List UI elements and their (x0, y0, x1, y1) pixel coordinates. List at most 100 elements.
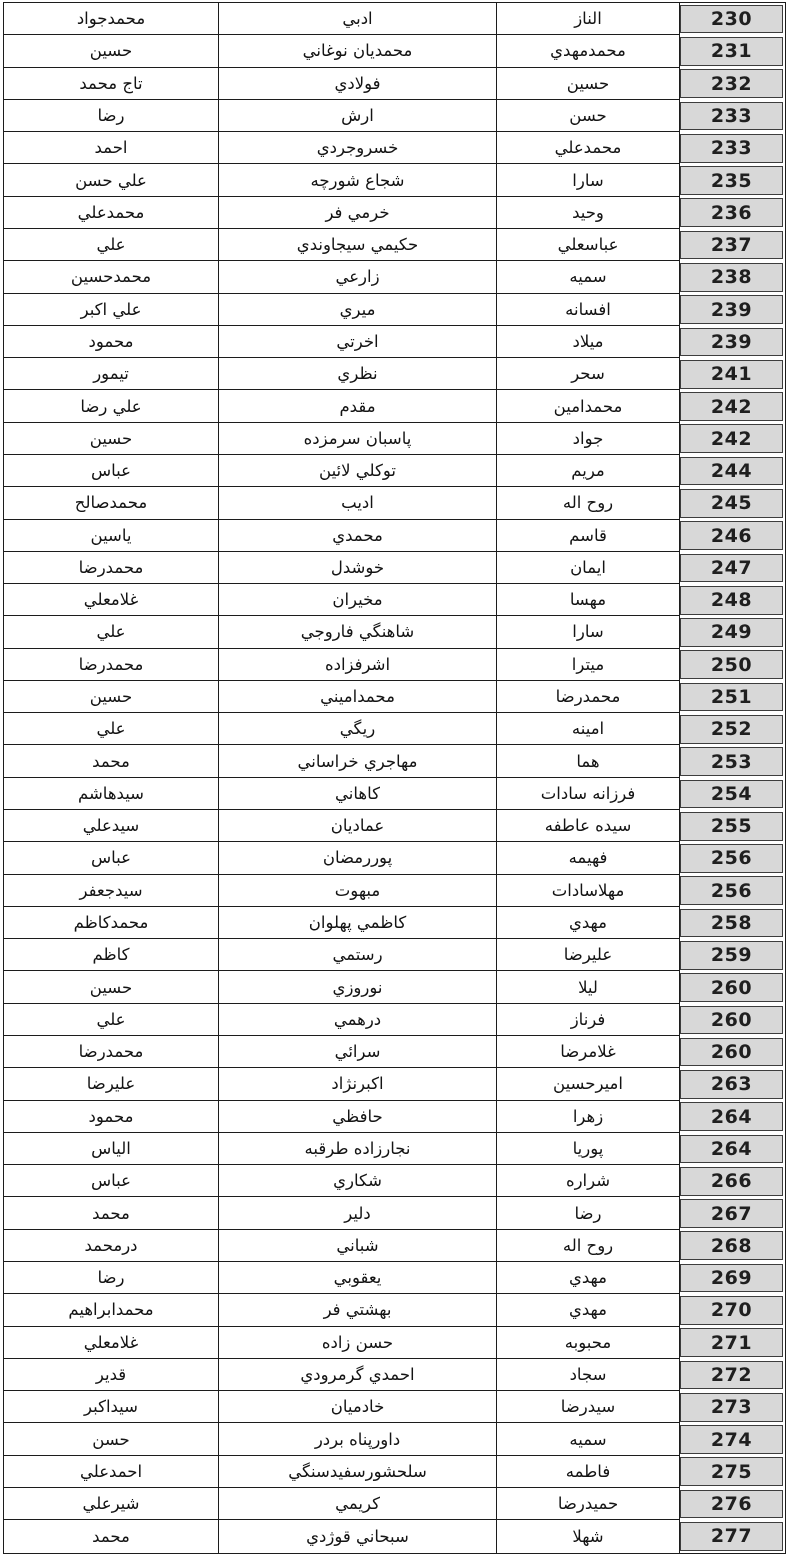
table-row: غلامعلي حسن زاده محبوبه 271 (4, 1326, 785, 1359)
cell-last-name: پوررمضان (219, 842, 497, 875)
row-number-box: 248 (680, 585, 783, 615)
table-row: علي اكبر ميري افسانه 239 (4, 293, 785, 326)
cell-first-name: سيده عاطفه (497, 810, 680, 843)
cell-father-name: محمدرضا (4, 551, 219, 585)
cell-row-number: 255 (680, 810, 783, 842)
table-row: محمد سبحاني قوژدي شهلا 277 (4, 1520, 785, 1553)
table-row: احمد خسروجردي محمدعلي 233 (4, 132, 785, 165)
cell-first-name: اميرحسين (497, 1068, 680, 1101)
cell-first-name: حميدرضا (497, 1487, 680, 1521)
row-number-box: 256 (680, 876, 783, 906)
row-number-box: 271 (680, 1328, 783, 1358)
cell-father-name: علي حسن (4, 164, 219, 197)
cell-row-number: 238 (680, 261, 783, 293)
row-number-box: 244 (680, 456, 783, 486)
row-number-box: 239 (680, 295, 783, 325)
cell-first-name: محمدرضا (497, 680, 680, 714)
table-row: محمدرضا اشرفزاده ميترا 250 (4, 648, 785, 681)
cell-father-name: حسين (4, 680, 219, 714)
cell-first-name: افسانه (497, 293, 680, 326)
cell-first-name: امينه (497, 713, 680, 746)
cell-last-name: مقدم (219, 390, 497, 423)
table-row: حسين محمديان نوغاني محمدمهدي 231 (4, 35, 785, 68)
cell-row-number: 254 (680, 778, 783, 810)
cell-row-number: 237 (680, 229, 783, 261)
cell-row-number: 251 (680, 681, 783, 713)
table-row: محمدصالح اديب روح اله 245 (4, 487, 785, 520)
cell-father-name: محمدابراهيم (4, 1294, 219, 1327)
row-number-box: 235 (680, 166, 783, 195)
cell-row-number: 268 (680, 1230, 783, 1262)
cell-last-name: ريگي (219, 713, 497, 746)
cell-row-number: 270 (680, 1294, 783, 1326)
table-row: محمدرضا سرائي غلامرضا 260 (4, 1036, 785, 1069)
cell-last-name: خرمي فر (219, 196, 497, 229)
cell-last-name: رستمي (219, 939, 497, 972)
cell-father-name: تيمور (4, 358, 219, 391)
table-row: ياسين محمدي قاسم 246 (4, 519, 785, 552)
cell-first-name: ميترا (497, 648, 680, 681)
cell-last-name: درهمي (219, 1003, 497, 1036)
row-number-box: 274 (680, 1425, 783, 1454)
cell-row-number: 260 (680, 1004, 783, 1036)
cell-row-number: 264 (680, 1101, 783, 1133)
cell-last-name: كاظمي پهلوان (219, 906, 497, 940)
cell-last-name: مهاجري خراساني (219, 745, 497, 778)
cell-last-name: ارش (219, 99, 497, 133)
table-row: علي ريگي امينه 252 (4, 713, 785, 746)
table-row: رضا ارش حسن 233 (4, 99, 785, 133)
cell-last-name: عماديان (219, 810, 497, 843)
cell-father-name: علي (4, 616, 219, 649)
cell-last-name: دلير (219, 1197, 497, 1230)
table-row: محمود اخرتي ميلاد 239 (4, 325, 785, 359)
table-row: علي حكيمي سيجاوندي عباسعلي 237 (4, 228, 785, 262)
table-row: علي شاهنگي فاروجي سارا 249 (4, 616, 785, 649)
cell-last-name: كريمي (219, 1487, 497, 1521)
row-number-box: 267 (680, 1199, 783, 1228)
cell-row-number: 235 (680, 164, 783, 196)
cell-first-name: عباسعلي (497, 228, 680, 262)
row-number-box: 233 (680, 133, 783, 163)
cell-father-name: عباس (4, 454, 219, 488)
table-row: عباس پوررمضان فهيمه 256 (4, 842, 785, 875)
cell-first-name: هما (497, 745, 680, 778)
cell-father-name: الياس (4, 1132, 219, 1166)
cell-row-number: 260 (680, 1036, 783, 1068)
row-number-box: 275 (680, 1457, 783, 1487)
cell-first-name: فهيمه (497, 842, 680, 875)
cell-row-number: 273 (680, 1391, 783, 1423)
table-row: محمدجواد ادبي الناز 230 (4, 3, 785, 36)
cell-father-name: محمدجواد (4, 3, 219, 36)
cell-father-name: حسين (4, 422, 219, 455)
table-row: علي رضا مقدم محمدامين 242 (4, 390, 785, 423)
cell-first-name: زهرا (497, 1100, 680, 1133)
cell-first-name: ميلاد (497, 325, 680, 359)
cell-first-name: سارا (497, 164, 680, 197)
cell-last-name: خوشدل (219, 551, 497, 585)
cell-row-number: 231 (680, 35, 783, 67)
row-number-box: 237 (680, 230, 783, 260)
row-number-box: 230 (680, 4, 783, 34)
cell-row-number: 233 (680, 100, 783, 132)
cell-row-number: 256 (680, 875, 783, 907)
row-number-box: 260 (680, 973, 783, 1002)
cell-last-name: محمدي (219, 519, 497, 552)
table-row: محمدكاظم كاظمي پهلوان مهدي 258 (4, 906, 785, 940)
cell-first-name: رضا (497, 1197, 680, 1230)
cell-first-name: مهدي (497, 1261, 680, 1295)
row-number-box: 236 (680, 198, 783, 228)
cell-last-name: بهشتي فر (219, 1294, 497, 1327)
cell-father-name: كاظم (4, 939, 219, 972)
cell-row-number: 272 (680, 1359, 783, 1391)
cell-last-name: محمديان نوغاني (219, 35, 497, 68)
table-row: علي درهمي فرناز 260 (4, 1003, 785, 1036)
cell-father-name: رضا (4, 1261, 219, 1295)
cell-first-name: سجاد (497, 1358, 680, 1392)
cell-first-name: وحيد (497, 196, 680, 229)
cell-last-name: نجارزاده طرقبه (219, 1132, 497, 1166)
cell-first-name: سيدرضا (497, 1391, 680, 1424)
cell-first-name: روح اله (497, 487, 680, 520)
row-number-box: 253 (680, 747, 783, 776)
cell-last-name: يعقوبي (219, 1261, 497, 1295)
row-number-box: 273 (680, 1392, 783, 1422)
